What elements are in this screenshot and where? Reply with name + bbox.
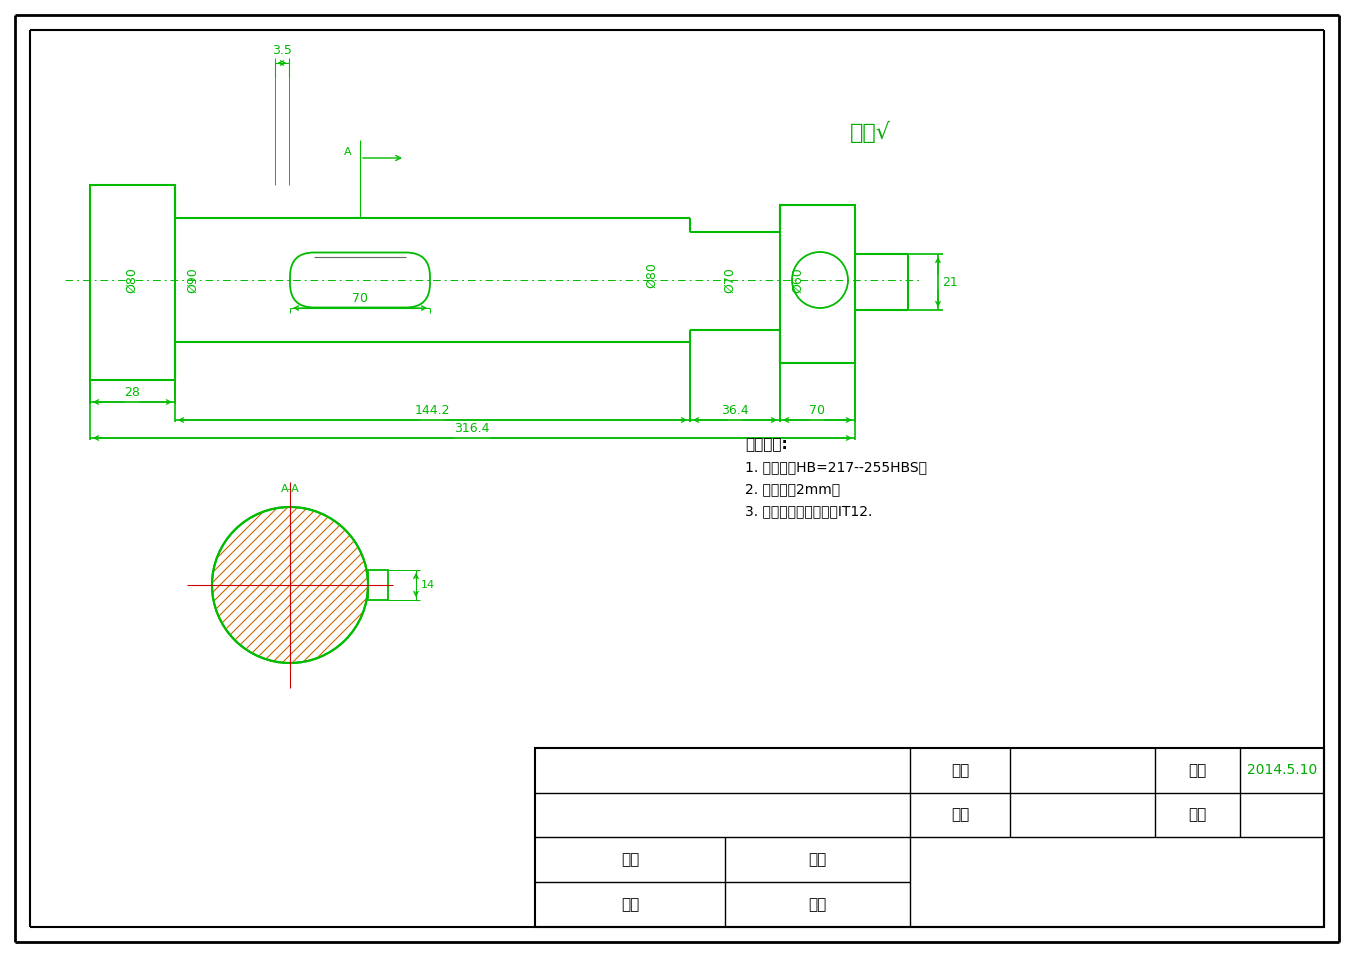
Text: 70: 70 — [808, 405, 825, 417]
Text: 学号: 学号 — [808, 897, 827, 912]
Bar — [368, 570, 389, 600]
Text: 技术要求:: 技术要求: — [745, 437, 788, 453]
Text: 316.4: 316.4 — [454, 422, 490, 435]
Text: Ø90: Ø90 — [187, 267, 199, 293]
Text: 28: 28 — [125, 387, 139, 399]
Text: A-A: A-A — [280, 484, 299, 494]
Text: 36.4: 36.4 — [722, 405, 749, 417]
Text: 材料: 材料 — [951, 808, 969, 822]
Text: Ø70: Ø70 — [723, 267, 737, 293]
Bar — [780, 205, 854, 363]
Text: Ø60: Ø60 — [792, 267, 804, 293]
Text: 21: 21 — [942, 276, 957, 288]
Text: 比例: 比例 — [951, 763, 969, 778]
Text: 2014.5.10: 2014.5.10 — [1247, 764, 1317, 777]
Text: 3.5: 3.5 — [272, 43, 292, 56]
Text: Ø80: Ø80 — [126, 267, 138, 293]
Text: A: A — [344, 147, 352, 157]
Text: 3. 未注尺寸偏差外精度IT12.: 3. 未注尺寸偏差外精度IT12. — [745, 504, 872, 518]
Text: 审核: 审核 — [621, 897, 639, 912]
Circle shape — [213, 507, 368, 663]
Text: 其余√: 其余√ — [849, 121, 891, 143]
Text: 144.2: 144.2 — [414, 405, 450, 417]
Text: 成绩: 成绩 — [1189, 808, 1206, 822]
Text: Ø80: Ø80 — [646, 262, 658, 288]
Text: 14: 14 — [421, 580, 435, 590]
Bar — [535, 748, 1324, 927]
Text: 1. 调质处理HB=217--255HBS；: 1. 调质处理HB=217--255HBS； — [745, 460, 927, 474]
Text: 班级: 班级 — [808, 852, 827, 867]
Text: 2. 圆角半径2mm；: 2. 圆角半径2mm； — [745, 482, 839, 496]
Text: 姓名: 姓名 — [621, 852, 639, 867]
Bar — [89, 185, 175, 380]
Text: 70: 70 — [352, 292, 368, 304]
Text: 日期: 日期 — [1189, 763, 1206, 778]
